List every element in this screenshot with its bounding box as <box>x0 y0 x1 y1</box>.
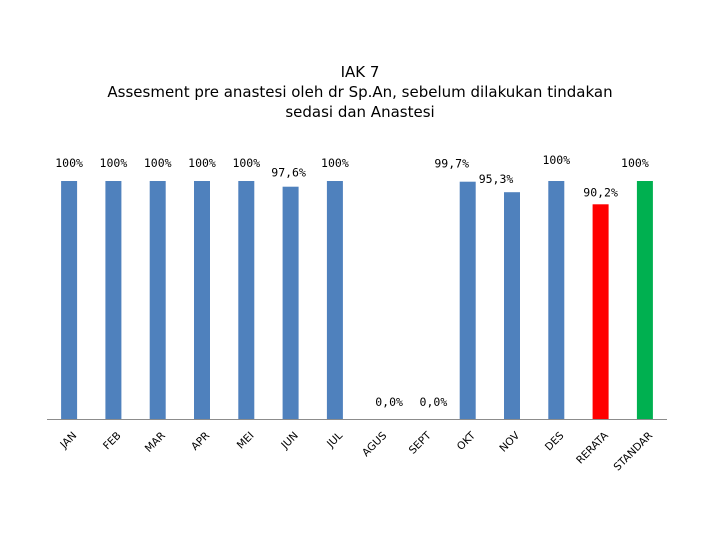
data-label-jun: 97,6% <box>271 166 306 180</box>
data-label-standar: 100% <box>621 156 649 170</box>
x-tick-label-mei: MEI <box>235 430 257 452</box>
data-label-des: 100% <box>542 153 570 167</box>
data-label-rerata: 90,2% <box>583 185 618 199</box>
x-tick-label-okt: OKT <box>455 429 479 453</box>
bar-okt <box>459 181 476 419</box>
data-label-jan: 100% <box>55 156 83 170</box>
bar-des <box>548 181 565 419</box>
chart-title: IAK 7 Assesment pre anastesi oleh dr Sp.… <box>0 62 720 122</box>
bar-standar <box>636 181 653 419</box>
chart-title-line-3: sedasi dan Anastesi <box>285 103 435 121</box>
bar-jul <box>326 181 343 419</box>
bar-feb <box>105 181 122 419</box>
chart-title-line-1: IAK 7 <box>340 63 380 81</box>
bar-apr <box>194 181 210 419</box>
bar-rerata <box>592 204 609 419</box>
x-tick-label-jul: JUL <box>324 430 345 451</box>
data-label-okt: 99,7% <box>434 157 469 171</box>
x-tick-label-rerata: RERATA <box>574 429 611 466</box>
data-label-apr: 100% <box>188 156 216 170</box>
x-tick-label-sept: SEPT <box>407 429 434 456</box>
data-label-feb: 100% <box>100 156 128 170</box>
bar-jun <box>282 186 299 419</box>
x-tick-label-apr: APR <box>189 430 212 453</box>
data-label-jul: 100% <box>321 156 349 170</box>
bar-nov <box>504 192 520 419</box>
data-label-mar: 100% <box>144 156 172 170</box>
chart-title-line-2: Assesment pre anastesi oleh dr Sp.An, se… <box>107 83 613 101</box>
x-tick-label-agus: AGUS <box>360 430 390 460</box>
x-tick-label-des: DES <box>543 429 567 453</box>
x-tick-label-jun: JUN <box>278 430 300 452</box>
data-label-mei: 100% <box>232 156 260 170</box>
x-tick-label-standar: STANDAR <box>611 430 655 474</box>
x-tick-label-jan: JAN <box>57 430 79 452</box>
bar-mar <box>149 181 166 419</box>
data-label-nov: 95,3% <box>479 172 514 186</box>
data-label-sept: 0,0% <box>420 395 448 409</box>
data-label-agus: 0,0% <box>375 395 403 409</box>
x-tick-label-mar: MAR <box>143 430 168 455</box>
bar-jan <box>61 181 78 419</box>
bar-mei <box>238 181 255 419</box>
x-tick-label-feb: FEB <box>101 430 124 453</box>
x-tick-label-nov: NOV <box>497 429 522 454</box>
